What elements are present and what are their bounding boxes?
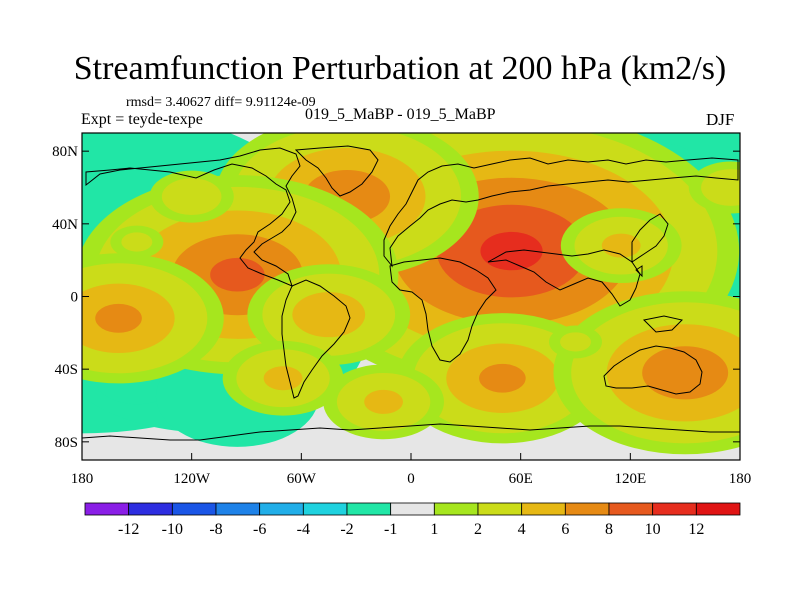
colorbar-label: -12 — [118, 521, 139, 538]
anomaly-high-21 — [222, 340, 344, 416]
continent-outlines — [82, 145, 740, 441]
colorbar-swatch — [477, 502, 523, 516]
colorbar-label: 6 — [561, 521, 569, 538]
comparison-label: 019_5_MaBP - 019_5_MaBP — [305, 106, 496, 123]
antarctica-outline — [82, 423, 740, 441]
plot-title: Streamfunction Perturbation at 200 hPa (… — [73, 50, 727, 87]
contour-band — [292, 292, 366, 338]
anomaly-high-26 — [110, 225, 164, 259]
lat-tick-label: 40S — [55, 362, 78, 378]
lat-tick-label: 40N — [52, 217, 78, 233]
lon-tick-label: 0 — [407, 471, 415, 487]
colorbar-label: -10 — [162, 521, 183, 538]
north-america-outline — [85, 147, 301, 287]
colorbar-swatch — [171, 502, 217, 516]
colorbar-label: 4 — [518, 521, 526, 538]
lon-tick-label: 120W — [173, 471, 211, 487]
lon-tick-label: 180 — [729, 471, 752, 487]
colorbar-swatch — [215, 502, 261, 516]
colorbar-label: 8 — [605, 521, 613, 538]
lat-tick-label: 80S — [55, 435, 78, 451]
island-outline-2 — [635, 265, 643, 278]
contour-band — [479, 363, 526, 393]
africa-outline — [389, 257, 497, 363]
colorbar-label: 10 — [645, 521, 661, 538]
contour-band — [642, 346, 729, 400]
contour-band — [161, 178, 222, 215]
lat-tick-label: 80N — [52, 144, 78, 160]
anomaly-high-25 — [323, 364, 444, 440]
lon-tick-label: 120E — [614, 471, 646, 487]
colorbar-label: -6 — [253, 521, 266, 538]
southeast-asia-outline — [631, 213, 669, 263]
contour-band — [701, 169, 740, 206]
anomaly-high-22 — [560, 208, 682, 284]
australia-outline — [603, 345, 703, 395]
contour-band — [210, 257, 265, 292]
contour-band — [560, 332, 591, 352]
lon-tick-label: 60W — [287, 471, 317, 487]
south-america-outline — [281, 279, 351, 399]
colorbar-swatch — [346, 502, 392, 516]
colorbar-label: 12 — [688, 521, 704, 538]
contour-band — [364, 389, 403, 414]
lon-tick-label: 180 — [71, 471, 94, 487]
colorbar-label: -2 — [340, 521, 353, 538]
colorbar-label: 1 — [430, 521, 438, 538]
colorbar-label: -1 — [384, 521, 397, 538]
colorbar-swatch — [128, 502, 173, 516]
lat-tick-label: 0 — [71, 290, 79, 306]
greenland-outline — [294, 145, 379, 197]
colorbar-label: -4 — [297, 521, 310, 538]
colorbar-swatch — [433, 502, 479, 516]
anomaly-high-16 — [82, 253, 224, 384]
colorbar-swatch — [84, 502, 130, 516]
colorbar-swatch — [564, 502, 610, 516]
colorbar-swatch — [608, 502, 654, 516]
anomaly-high-18 — [247, 264, 411, 366]
colorbar-swatch — [652, 502, 697, 516]
map-axes: 80N 40N 0 40S 80S 180 120W 60W 0 60E 120E 180 — [52, 144, 751, 487]
colorbar-swatch — [302, 502, 348, 516]
colorbar-swatch — [259, 502, 304, 516]
colorbar-swatch — [390, 502, 435, 516]
anomaly-high-24 — [688, 161, 740, 214]
colorbar-swatch — [695, 502, 741, 516]
colorbar-swatch — [521, 502, 566, 516]
rmsd-diff-stats: rmsd= 3.40627 diff= 9.91124e-09 — [126, 95, 316, 110]
contour-band — [121, 232, 153, 252]
contour-band — [95, 303, 142, 333]
streamfunction-field — [82, 133, 740, 455]
season-label: DJF — [706, 110, 735, 129]
lon-tick-label: 60E — [509, 471, 533, 487]
eurasia-outline — [383, 157, 739, 268]
anomaly-high-20 — [553, 291, 740, 455]
anomaly-high-17 — [149, 170, 234, 223]
experiment-label: Expt = teyde-texpe — [81, 111, 203, 128]
colorbar: -12 -10 -8 -6 -4 -2 -1 1 2 4 6 8 10 12 — [84, 502, 741, 538]
island-outline-1 — [642, 315, 683, 333]
colorbar-label: -8 — [209, 521, 222, 538]
anomaly-high-23 — [549, 325, 602, 359]
colorbar-label: 2 — [474, 521, 482, 538]
contour-band — [263, 366, 303, 391]
arabia-india-outline — [487, 249, 641, 307]
